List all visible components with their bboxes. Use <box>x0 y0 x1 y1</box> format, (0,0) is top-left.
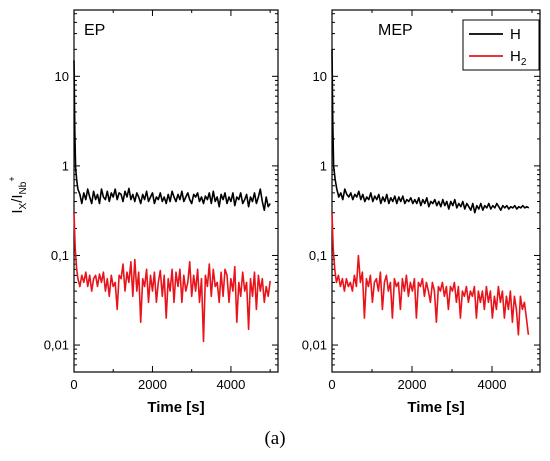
x-tick-label: 0 <box>70 377 77 392</box>
x-tick-label: 0 <box>328 377 335 392</box>
x-tick-label: 4000 <box>216 377 245 392</box>
panel-title: MEP <box>378 22 413 39</box>
x-tick-label: 2000 <box>138 377 167 392</box>
plot-frame <box>73 9 279 373</box>
y-axis-title: IX/INb+ <box>7 176 29 213</box>
y-tick-label: 10 <box>313 69 327 84</box>
series-line-h2 <box>73 212 271 343</box>
x-tick-label: 4000 <box>478 377 507 392</box>
series-line-h <box>331 49 530 214</box>
series-line-h <box>73 60 271 211</box>
series-line-h2 <box>331 212 530 336</box>
x-axis-title: Time [s] <box>147 399 204 416</box>
legend-label: H <box>510 26 521 43</box>
panel-mep: 0 2000 4000 0,01 0,1 1 10 MEP Time [s] <box>302 9 541 416</box>
y-tick-label: 10 <box>55 69 69 84</box>
y-tick-label: 0,01 <box>302 338 327 353</box>
figure-caption: (a) <box>264 428 286 449</box>
panel-ep: 0 2000 4000 0,01 0,1 1 10 EP Time [s] <box>44 9 279 416</box>
y-tick-label: 0,01 <box>44 338 69 353</box>
x-tick-label: 2000 <box>398 377 427 392</box>
legend-label: H2 <box>510 48 527 68</box>
plot-frame <box>331 9 541 373</box>
legend: H H2 <box>462 19 540 71</box>
y-tick-label: 0,1 <box>309 248 327 263</box>
y-tick-label: 1 <box>320 158 327 173</box>
panel-title: EP <box>84 22 105 39</box>
y-tick-label: 0,1 <box>51 248 69 263</box>
legend-box <box>462 19 540 71</box>
y-tick-label: 1 <box>62 158 69 173</box>
y-axis-title-text: IX/INb+ <box>7 176 29 213</box>
x-axis-title: Time [s] <box>407 399 464 416</box>
